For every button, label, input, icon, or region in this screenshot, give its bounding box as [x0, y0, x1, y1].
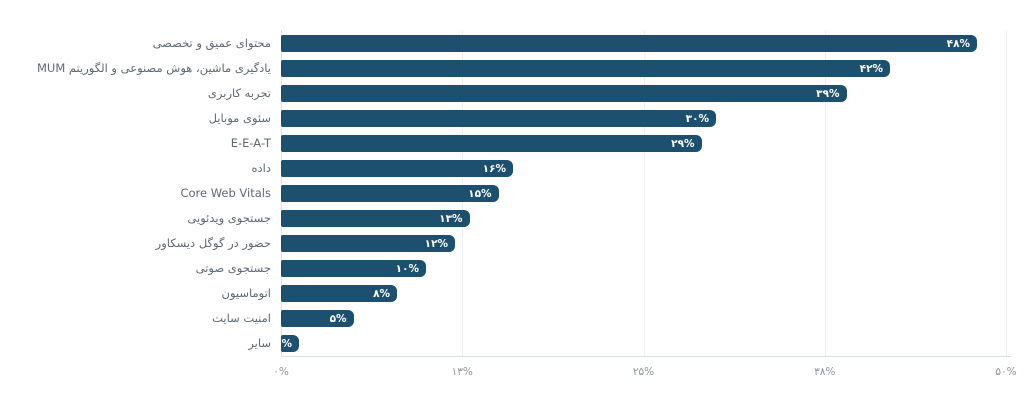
x-tick-label: ۰% — [273, 366, 289, 378]
bar-value-label: ۱۳% — [439, 212, 463, 225]
bar: ۳۰% — [281, 110, 716, 127]
category-label: E-E-A-T — [230, 136, 271, 150]
bar-track: ۳۰% — [281, 106, 1006, 131]
bar-value-label: ۱۲% — [424, 237, 448, 250]
bar-value-label: ۵% — [329, 312, 347, 325]
category-label: جستجوی صوتی — [195, 261, 271, 275]
bar-track: ۱۲% — [281, 231, 1006, 256]
x-tick-label: ۵۰% — [995, 366, 1017, 378]
bar-track: ۱۳% — [281, 206, 1006, 231]
bar: ۱۵% — [281, 185, 499, 202]
bar-row: داده ۱۶% — [0, 156, 1024, 181]
category-label: محتوای عمیق و تخصصی — [152, 36, 271, 50]
bar-row: سایر ۱% — [0, 331, 1024, 356]
bar-track: ۵% — [281, 306, 1006, 331]
bar-value-label: ۸% — [373, 287, 390, 300]
category-label: امنیت سایت — [212, 311, 271, 325]
bar-value-label: ۳۹% — [816, 87, 840, 100]
bar-track: ۱% — [275, 331, 1006, 356]
bar-row: جستجوی ویدئویی ۱۳% — [0, 206, 1024, 231]
bar-row: امنیت سایت ۵% — [0, 306, 1024, 331]
bar: ۱۲% — [281, 235, 455, 252]
bar: ۳۹% — [281, 85, 847, 102]
bar-row: محتوای عمیق و تخصصی ۴۸% — [0, 31, 1024, 56]
bar-track: ۴۲% — [281, 56, 1006, 81]
bar-row: حضور در گوگل دیسکاور ۱۲% — [0, 231, 1024, 256]
category-label: حضور در گوگل دیسکاور — [155, 236, 271, 250]
gridline — [1006, 31, 1007, 356]
gridline — [824, 31, 826, 356]
x-tick-label: ۱۳% — [451, 366, 473, 378]
bar-value-label: ۲۹% — [671, 137, 695, 150]
category-label: سئوی موبایل — [208, 111, 271, 125]
bar-row: یادگیری ماشین، هوش مصنوعی و الگوریتم MUM… — [0, 56, 1024, 81]
x-tick-label: ۳۸% — [814, 366, 836, 378]
bar-row: سئوی موبایل ۳۰% — [0, 106, 1024, 131]
category-label: جستجوی ویدئویی — [187, 211, 271, 225]
bar-value-label: ۱۰% — [395, 262, 419, 275]
bar: ۱۳% — [281, 210, 470, 227]
bar-track: ۸% — [281, 281, 1006, 306]
bar: ۴۲% — [281, 60, 890, 77]
bar-value-label: ۴۸% — [946, 37, 970, 50]
bar: ۲۹% — [281, 135, 702, 152]
bar-row: Core Web Vitals ۱۵% — [0, 181, 1024, 206]
bar-value-label: ۱۶% — [482, 162, 506, 175]
bar-value-label: ۴۲% — [859, 62, 883, 75]
bar-row: جستجوی صوتی ۱۰% — [0, 256, 1024, 281]
bar-row: اتوماسیون ۸% — [0, 281, 1024, 306]
bar-track: ۳۹% — [281, 81, 1006, 106]
bar-row: E-E-A-T ۲۹% — [0, 131, 1024, 156]
category-label: Core Web Vitals — [180, 186, 271, 200]
category-label: اتوماسیون — [221, 286, 272, 300]
bar-track: ۱۶% — [281, 156, 1006, 181]
x-axis-line — [281, 356, 1011, 357]
gridline — [643, 31, 645, 356]
bar-track: ۱۵% — [281, 181, 1006, 206]
bar-value-label: ۳۰% — [685, 112, 709, 125]
bar-track: ۱۰% — [281, 256, 1006, 281]
bar-track: ۲۹% — [281, 131, 1006, 156]
bar-track: ۴۸% — [281, 31, 1006, 56]
bar: ۱۰% — [281, 260, 426, 277]
category-label: تجربه کاربری — [207, 86, 271, 100]
category-label: یادگیری ماشین، هوش مصنوعی و الگوریتم MUM — [36, 61, 271, 75]
bar: ۸% — [281, 285, 397, 302]
bar: ۱% — [275, 335, 299, 352]
bar: ۵% — [281, 310, 354, 327]
bar-value-label: ۱۵% — [468, 187, 492, 200]
bar: ۱۶% — [281, 160, 513, 177]
bar-value-label: ۱% — [275, 337, 292, 350]
bar-row: تجربه کاربری ۳۹% — [0, 81, 1024, 106]
bar: ۴۸% — [281, 35, 977, 52]
category-label: سایر — [248, 336, 271, 350]
x-tick-label: ۲۵% — [632, 366, 655, 378]
category-label: داده — [251, 161, 271, 175]
